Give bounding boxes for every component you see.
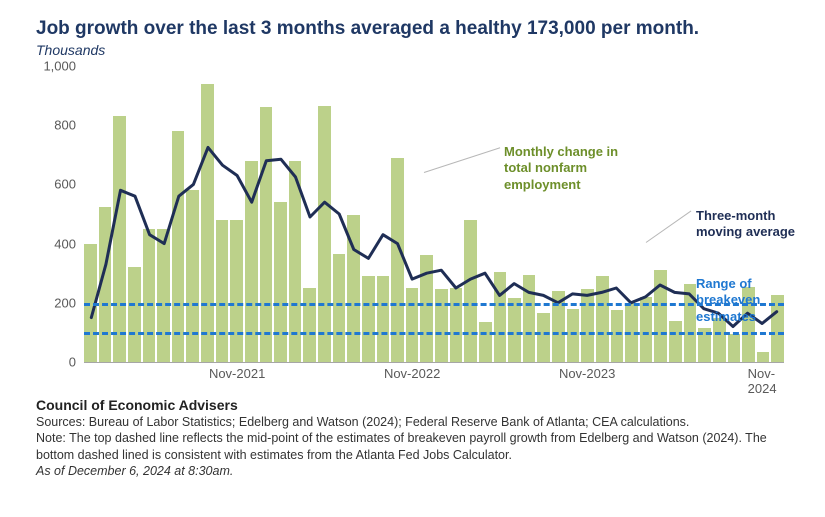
chart-title: Job growth over the last 3 months averag… xyxy=(36,18,797,40)
y-tick-label: 0 xyxy=(69,355,76,370)
plot-area xyxy=(84,66,784,363)
x-tick-label: Nov-2022 xyxy=(384,366,440,381)
line-annotation: Three-monthmoving average xyxy=(696,208,795,241)
chart-area: 0 200 400 600 800 1,000 Nov-2021 Nov-2022 Nov-2… xyxy=(36,62,796,392)
y-tick-label: 600 xyxy=(54,177,76,192)
y-tick-label: 1,000 xyxy=(43,59,76,74)
breakeven-line xyxy=(84,303,784,306)
footer-org: Council of Economic Advisers xyxy=(36,396,797,414)
footer-sources: Sources: Bureau of Labor Statistics; Ede… xyxy=(36,414,797,430)
chart-container: Job growth over the last 3 months averag… xyxy=(0,0,825,517)
x-axis-labels: Nov-2021Nov-2022Nov-2023Nov-2024 xyxy=(84,366,784,386)
footer-note: Note: The top dashed line reflects the m… xyxy=(36,430,797,463)
y-axis: 0 200 400 600 800 1,000 xyxy=(36,62,82,392)
y-tick-label: 800 xyxy=(54,118,76,133)
breakeven-line xyxy=(84,332,784,335)
bars-annotation: Monthly change intotal nonfarmemployment xyxy=(504,144,618,193)
x-tick-label: Nov-2023 xyxy=(559,366,615,381)
line-series xyxy=(84,66,784,362)
x-tick-label: Nov-2024 xyxy=(748,366,777,396)
y-tick-label: 200 xyxy=(54,295,76,310)
dash-annotation: Range ofbreakevenestimates xyxy=(696,276,760,325)
x-tick-label: Nov-2021 xyxy=(209,366,265,381)
footer-asof: As of December 6, 2024 at 8:30am. xyxy=(36,463,797,479)
chart-footer: Council of Economic Advisers Sources: Bu… xyxy=(36,396,797,479)
chart-subtitle: Thousands xyxy=(36,42,797,58)
y-tick-label: 400 xyxy=(54,236,76,251)
